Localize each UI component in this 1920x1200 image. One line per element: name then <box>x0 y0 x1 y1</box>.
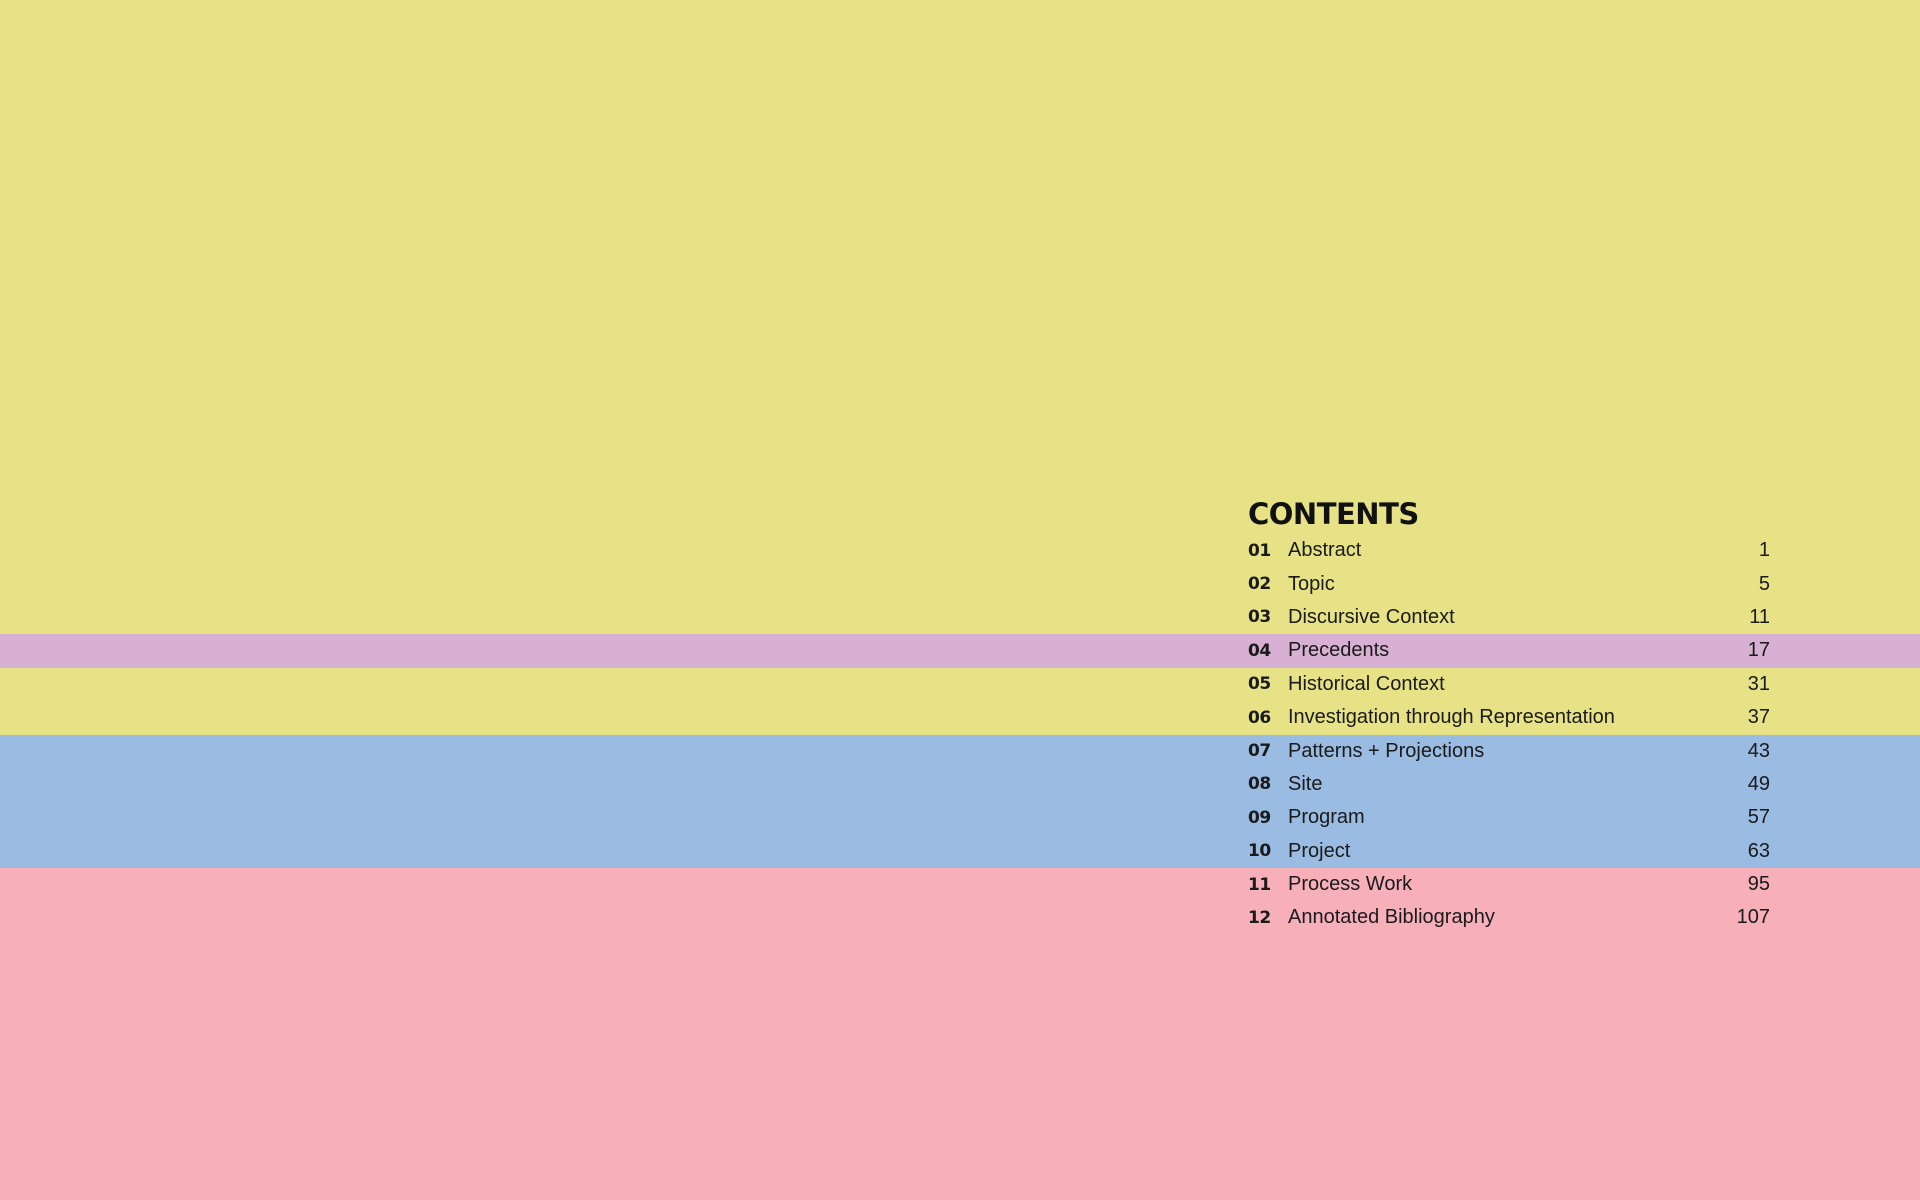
item-title: Historical Context <box>1288 672 1445 695</box>
item-title: Topic <box>1288 572 1335 595</box>
contents-item-annotated-bibliography[interactable]: 12 Annotated Bibliography 107 <box>1248 901 1770 934</box>
item-title: Site <box>1288 772 1323 795</box>
item-title: Discursive Context <box>1288 605 1455 628</box>
item-number: 09 <box>1248 807 1271 828</box>
item-number: 08 <box>1248 774 1271 795</box>
item-title: Investigation through Representation <box>1288 706 1615 729</box>
contents-item-discursive-context[interactable]: 03 Discursive Context 11 <box>1248 601 1770 634</box>
contents-list: 01 Abstract 1 02 Topic 5 03 Discursive C… <box>1248 534 1770 935</box>
contents-item-investigation[interactable]: 06 Investigation through Representation … <box>1248 701 1770 734</box>
item-number: 11 <box>1248 874 1271 895</box>
pink-band <box>0 868 1920 1200</box>
blue-band <box>0 735 1920 868</box>
item-title: Process Work <box>1288 873 1413 896</box>
yellow-band-top <box>0 0 1920 634</box>
item-page: 17 <box>1747 639 1770 662</box>
item-title: Precedents <box>1288 639 1390 662</box>
item-number: 07 <box>1248 741 1271 762</box>
contents-item-historical-context[interactable]: 05 Historical Context 31 <box>1248 668 1770 701</box>
contents-item-process-work[interactable]: 11 Process Work 95 <box>1248 868 1770 901</box>
item-title: Abstract <box>1288 539 1362 562</box>
item-number: 12 <box>1248 907 1271 928</box>
item-page: 37 <box>1747 706 1770 729</box>
contents-item-precedents[interactable]: 04 Precedents 17 <box>1248 634 1770 667</box>
item-page: 107 <box>1736 906 1770 929</box>
item-page: 5 <box>1758 572 1770 595</box>
yellow-band-middle <box>0 668 1920 735</box>
contents-item-project[interactable]: 10 Project 63 <box>1248 835 1770 868</box>
item-number: 04 <box>1248 640 1271 661</box>
item-title: Project <box>1288 839 1351 862</box>
item-page: 11 <box>1749 605 1770 628</box>
item-title: Program <box>1288 806 1365 829</box>
item-page: 95 <box>1747 873 1770 896</box>
item-page: 63 <box>1747 839 1770 862</box>
item-number: 10 <box>1248 841 1271 862</box>
item-title: Patterns + Projections <box>1288 739 1485 762</box>
contents-item-patterns-projections[interactable]: 07 Patterns + Projections 43 <box>1248 734 1770 767</box>
item-number: 02 <box>1248 574 1271 595</box>
item-title: Annotated Bibliography <box>1288 906 1495 929</box>
purple-band <box>0 634 1920 668</box>
item-page: 31 <box>1747 672 1770 695</box>
contents-item-site[interactable]: 08 Site 49 <box>1248 768 1770 801</box>
contents-item-topic[interactable]: 02 Topic 5 <box>1248 567 1770 600</box>
item-number: 01 <box>1248 540 1271 561</box>
table-of-contents: CONTENTS 01 Abstract 1 02 Topic 5 03 Dis… <box>1248 494 1770 935</box>
contents-item-program[interactable]: 09 Program 57 <box>1248 801 1770 834</box>
item-page: 57 <box>1747 806 1770 829</box>
item-number: 06 <box>1248 707 1271 728</box>
contents-item-abstract[interactable]: 01 Abstract 1 <box>1248 534 1770 567</box>
item-page: 1 <box>1758 539 1770 562</box>
item-page: 43 <box>1747 739 1770 762</box>
contents-heading: CONTENTS <box>1248 497 1419 531</box>
item-number: 05 <box>1248 674 1271 695</box>
item-number: 03 <box>1248 607 1271 628</box>
item-page: 49 <box>1747 772 1770 795</box>
